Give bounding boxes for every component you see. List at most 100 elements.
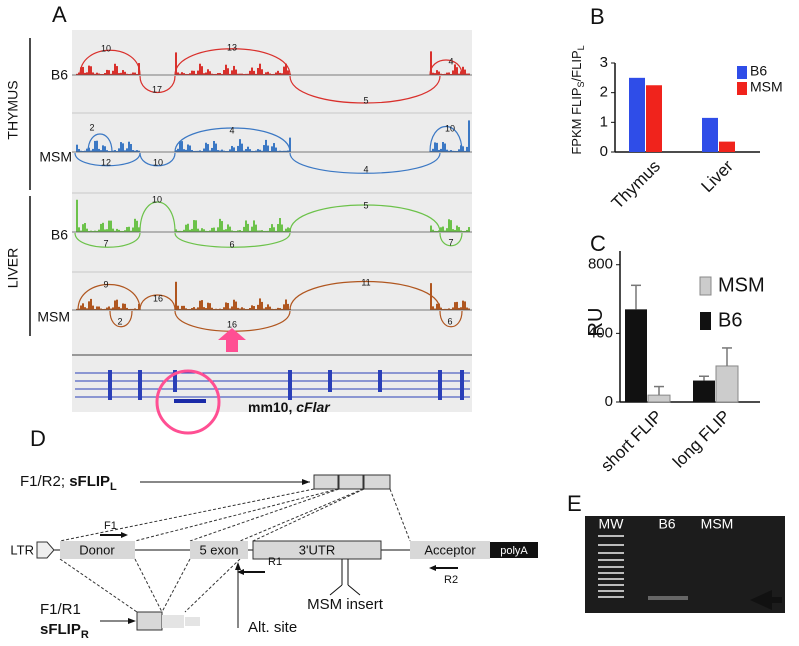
- coverage-bar: [241, 73, 243, 75]
- coverage-bar: [442, 141, 444, 152]
- coverage-bar: [281, 308, 283, 310]
- band: [648, 596, 688, 600]
- utr-box: [252, 540, 382, 560]
- coverage-bar: [183, 305, 185, 310]
- coverage-bar: [177, 230, 179, 232]
- coverage-bar: [183, 229, 185, 232]
- coverage-bar: [287, 227, 289, 232]
- coverage-bar: [261, 150, 263, 152]
- coverage-bar: [436, 230, 438, 232]
- coverage-bar: [227, 224, 229, 232]
- coverage-bar: [130, 144, 132, 152]
- coverage-bar: [136, 150, 138, 152]
- coverage-bar: [434, 308, 436, 310]
- coverage-bar: [283, 230, 285, 232]
- junction-count: 2: [117, 316, 122, 326]
- coverage-bar: [466, 73, 468, 75]
- coverage-bar: [128, 308, 130, 310]
- junction-count: 10: [101, 43, 111, 53]
- coverage-bar: [96, 140, 98, 152]
- arrowhead: [128, 618, 136, 624]
- coverage-bar: [223, 229, 225, 232]
- coverage-bar: [271, 224, 273, 232]
- coverage-bar: [223, 150, 225, 152]
- coverage-bar: [120, 230, 122, 232]
- coverage-bar: [128, 141, 130, 152]
- coverage-bar: [267, 304, 269, 310]
- coverage: [76, 51, 470, 310]
- lane-label: MSM: [701, 516, 734, 532]
- coverage-bar: [261, 69, 263, 75]
- y-tick-label: 3: [600, 54, 608, 71]
- coverage-bar: [116, 150, 118, 152]
- coverage-bar: [460, 230, 462, 232]
- coverage-bar: [102, 73, 104, 75]
- coverage-bar: [247, 308, 249, 310]
- coverage-bar: [255, 73, 257, 75]
- primer-pair: F1/R1: [40, 601, 81, 618]
- band-arrow: [750, 590, 782, 610]
- junction-count: 7: [103, 238, 108, 248]
- coverage-bar: [94, 308, 96, 310]
- coverage-bar: [452, 70, 454, 75]
- coverage-bar: [466, 229, 468, 232]
- coverage-bar: [104, 73, 106, 75]
- coverage-bar: [227, 150, 229, 152]
- coverage-bar: [90, 298, 92, 310]
- coverage-bar: [179, 141, 181, 152]
- coverage-bar: [247, 146, 249, 152]
- coverage-bar: [108, 150, 110, 152]
- coverage-bar: [458, 307, 460, 310]
- junction-count: 10: [152, 194, 162, 204]
- primer: R1: [268, 556, 282, 568]
- coverage-bar: [88, 147, 90, 152]
- junction-count: 9: [103, 279, 108, 289]
- track-label: B6: [51, 227, 68, 243]
- coverage-bar: [237, 230, 239, 232]
- coverage-bar: [86, 72, 88, 75]
- coverage-bar: [434, 142, 436, 152]
- coverage-bar: [96, 230, 98, 232]
- coverage-bar: [219, 150, 221, 152]
- coverage-bar: [233, 147, 235, 152]
- panel-e: E MW B6 MSM: [567, 491, 785, 613]
- legend-label: MSM: [718, 274, 765, 296]
- coverage-bar: [269, 227, 271, 232]
- coverage-bar: [444, 230, 446, 232]
- coverage-bar: [82, 150, 84, 152]
- coverage-bar: [100, 150, 102, 152]
- pointer-arrow: [218, 328, 246, 352]
- group-label: LIVER: [5, 248, 21, 288]
- coverage-bar: [432, 72, 434, 75]
- coverage-bar: [454, 64, 456, 75]
- panel-label: C: [590, 231, 606, 256]
- coverage-bar: [219, 218, 221, 232]
- coverage-bar: [187, 223, 189, 232]
- coverage-bar: [454, 302, 456, 310]
- coverage-bar: [114, 300, 116, 310]
- coverage-bar: [430, 283, 432, 310]
- coverage-bar: [82, 224, 84, 232]
- coverage-bar: [78, 149, 80, 152]
- coverage-bar: [215, 230, 217, 232]
- coverage-bar: [237, 307, 239, 310]
- legend-swatch: [700, 312, 711, 330]
- coverage-bar: [96, 72, 98, 75]
- primer: F1: [104, 520, 117, 532]
- track-label: B6: [51, 67, 68, 83]
- coverage-bar: [207, 69, 209, 75]
- coverage-bar: [468, 308, 470, 310]
- coverage-bar: [122, 143, 124, 152]
- coverage-bar: [229, 308, 231, 310]
- coverage-bar: [102, 145, 104, 152]
- coverage-bar: [243, 308, 245, 310]
- coverage-bar: [118, 229, 120, 232]
- polya-box: [490, 542, 538, 558]
- coverage-bar: [112, 70, 114, 75]
- coverage-bar: [245, 220, 247, 232]
- junction-labels: 10 13 17 5 4 2 12 10 4 10 4 10 5 7 6 7 9…: [89, 42, 455, 329]
- coverage-bar: [217, 73, 219, 75]
- coverage-bar: [94, 230, 96, 232]
- coverage-bar: [82, 66, 84, 75]
